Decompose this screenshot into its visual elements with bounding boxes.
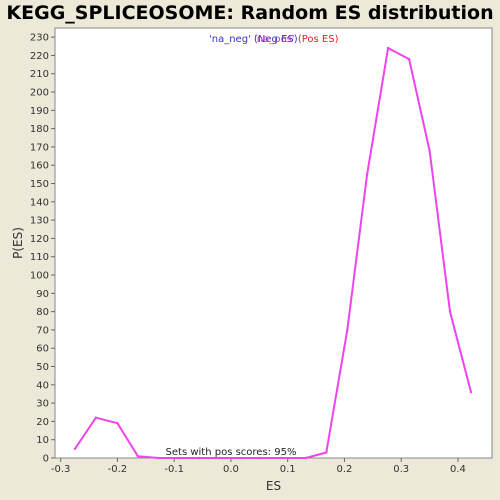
legend-entry: (Pos ES) [298,34,339,45]
x-tick-label: 0.3 [393,464,409,475]
legend-overlap: 'na_pos' (Pos ES) [254,34,339,45]
data-point [428,149,431,152]
x-tick-label: 0.0 [223,464,239,475]
data-point [218,456,221,460]
data-point [177,456,180,460]
y-tick-label: 0 [43,454,49,465]
y-tick-label: 160 [30,161,49,172]
y-tick-label: 70 [36,325,49,336]
data-point [94,416,98,419]
data-point [157,456,160,460]
y-tick-label: 30 [36,399,49,410]
y-tick-label: 60 [36,344,49,355]
legend: 'na_neg' (Neg ES) [209,34,298,45]
y-tick-label: 230 [30,33,49,44]
y-tick-label: 150 [30,179,49,190]
y-tick-label: 180 [30,124,49,135]
x-tick-label: 0.1 [280,464,296,475]
legend-entry: 'na_pos' [254,34,298,45]
x-tick-label: -0.1 [164,464,184,475]
data-point [346,328,349,332]
data-point [197,456,201,460]
plot-area [54,27,493,459]
y-axis-label: P(ES) [11,227,25,259]
annotation-note: Sets with pos scores: 95% [166,447,297,458]
data-point [386,46,390,50]
x-tick-label: -0.3 [51,464,71,475]
data-point [136,454,140,458]
data-point [325,451,328,454]
y-tick-label: 50 [36,362,49,373]
legend-entry: (Neg ES) [254,34,298,45]
data-point [407,57,411,61]
series-layer [73,46,473,460]
series-line [74,47,472,459]
x-axis-label: ES [266,479,281,493]
y-tick-label: 220 [30,51,49,62]
data-point [304,456,308,460]
data-point [238,456,242,460]
y-axis: 0 10 20 30 40 50 60 70 80 90 100 110 120 130 140 150 160… [30,33,55,465]
y-tick-label: 100 [30,271,49,282]
x-tick-label: -0.2 [108,464,128,475]
y-tick-label: 170 [30,142,49,153]
data-point [279,456,283,460]
data-point [365,173,369,176]
y-tick-label: 10 [36,435,49,446]
y-tick-label: 200 [30,88,49,99]
legend-entry: 'na_neg' [209,34,254,45]
data-point [116,422,119,425]
y-tick-label: 190 [30,106,49,117]
y-tick-label: 90 [36,289,49,300]
x-tick-label: 0.4 [450,464,466,475]
data-point [73,447,77,451]
y-tick-label: 120 [30,234,49,245]
data-point [259,456,262,460]
y-tick-label: 20 [36,417,49,428]
data-point [448,310,452,313]
x-tick-label: 0.2 [336,464,352,475]
data-point [469,390,473,394]
y-tick-label: 110 [30,252,49,263]
y-tick-label: 40 [36,380,49,391]
chart-title: KEGG_SPLICEOSOME: Random ES distribution [6,2,494,24]
y-tick-label: 140 [30,197,49,208]
y-tick-label: 210 [30,69,49,80]
y-tick-label: 80 [36,307,49,318]
x-axis: -0.3 -0.2 -0.1 0.0 0.1 0.2 0.3 0.4 [51,458,466,475]
y-tick-label: 130 [30,216,49,227]
